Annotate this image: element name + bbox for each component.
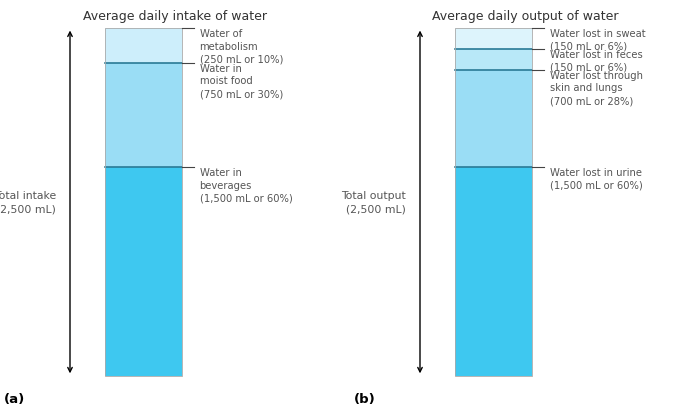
Bar xyxy=(455,168,532,376)
Text: (a): (a) xyxy=(4,392,24,405)
Bar xyxy=(105,168,182,376)
Text: Water lost in feces
(150 mL or 6%): Water lost in feces (150 mL or 6%) xyxy=(550,49,643,72)
Bar xyxy=(455,49,532,70)
Text: Total output
(2,500 mL): Total output (2,500 mL) xyxy=(342,191,406,214)
Bar xyxy=(105,29,182,376)
Text: Average daily output of water: Average daily output of water xyxy=(432,10,618,23)
Text: Water lost through
skin and lungs
(700 mL or 28%): Water lost through skin and lungs (700 m… xyxy=(550,70,643,106)
Text: Water in
moist food
(750 mL or 30%): Water in moist food (750 mL or 30%) xyxy=(199,63,283,99)
Bar xyxy=(105,63,182,168)
Bar xyxy=(105,29,182,63)
Text: Total intake
(2,500 mL): Total intake (2,500 mL) xyxy=(0,191,56,214)
Bar xyxy=(455,70,532,168)
Text: Water of
metabolism
(250 mL or 10%): Water of metabolism (250 mL or 10%) xyxy=(199,29,283,64)
Bar xyxy=(455,29,532,376)
Text: (b): (b) xyxy=(354,392,375,405)
Text: Water lost in urine
(1,500 mL or 60%): Water lost in urine (1,500 mL or 60%) xyxy=(550,168,643,191)
Text: Water in
beverages
(1,500 mL or 60%): Water in beverages (1,500 mL or 60%) xyxy=(199,168,293,203)
Text: Water lost in sweat
(150 mL or 6%): Water lost in sweat (150 mL or 6%) xyxy=(550,29,645,52)
Bar xyxy=(455,29,532,49)
Text: Average daily intake of water: Average daily intake of water xyxy=(83,10,267,23)
